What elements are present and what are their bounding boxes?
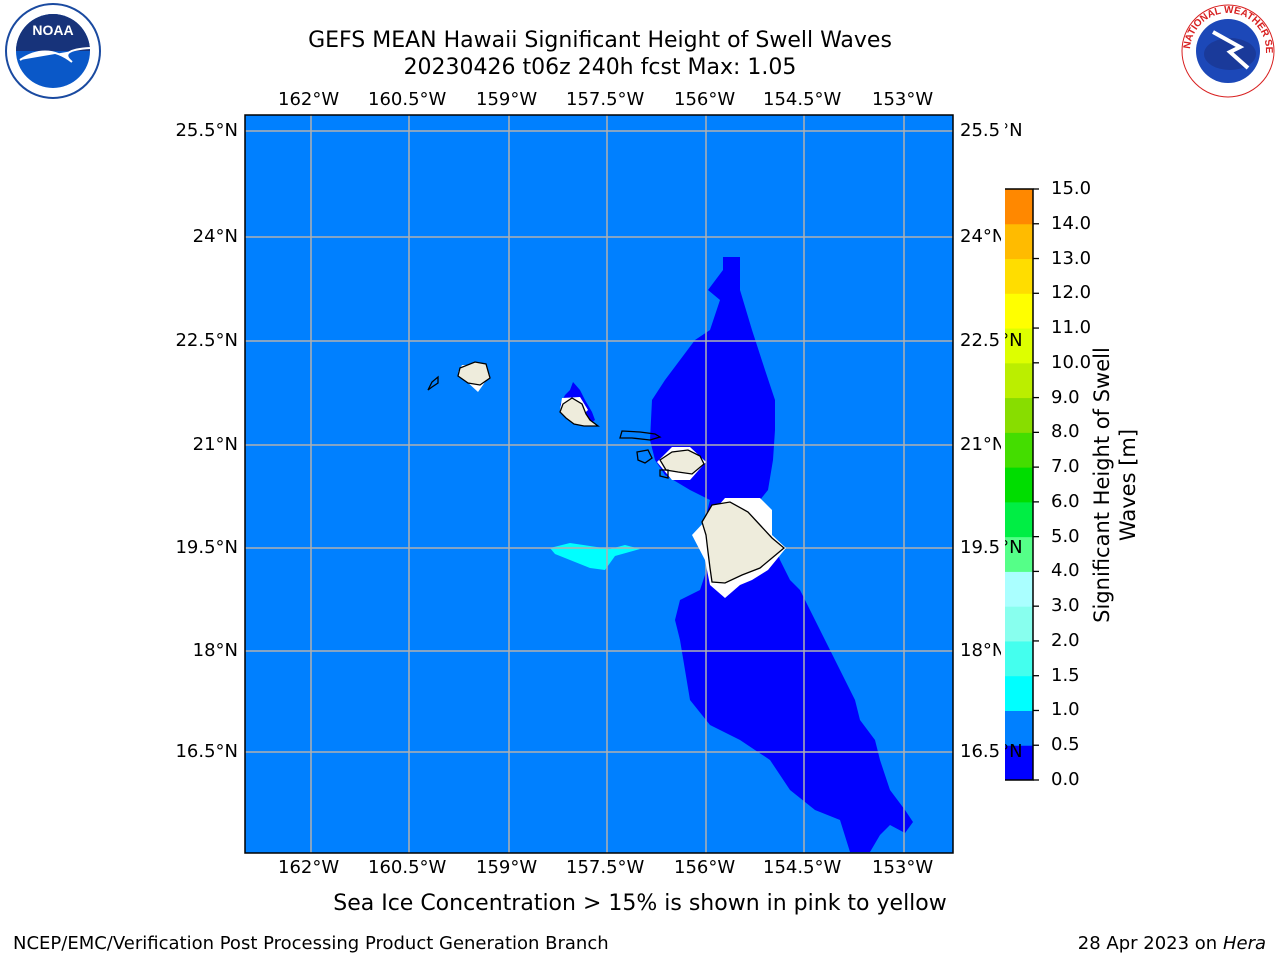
island-maui	[659, 449, 705, 475]
colorbar-tick-label: 0.5	[1051, 734, 1080, 756]
footer-date-text: 28 Apr 2023 on	[1077, 933, 1223, 954]
colorbar-tick-label: 10.0	[1051, 351, 1092, 373]
colorbar-segment	[1003, 606, 1033, 642]
island-molokai	[619, 430, 662, 441]
island-oahu	[559, 397, 600, 427]
lat-label-right: 18°N	[960, 640, 1006, 661]
lat-label-left: 21°N	[192, 434, 238, 455]
colorbar-segment	[1003, 223, 1033, 260]
islands	[427, 361, 786, 584]
colorbar-tick-label: 13.0	[1051, 247, 1092, 269]
colorbar-tick-label: 14.0	[1051, 212, 1092, 234]
lon-label-bottom: 156°W	[674, 857, 736, 878]
nws-logo-icon: NATIONAL WEATHER SERVICE	[1178, 2, 1275, 98]
island-niihau	[427, 375, 439, 391]
swell-region-low	[650, 257, 913, 852]
footer-host: Hera	[1222, 933, 1266, 954]
colorbar-segment	[1003, 258, 1033, 294]
colorbar-label: Significant Height of Swell Waves [m]	[1090, 347, 1140, 623]
lon-label-bottom: 159°W	[476, 857, 538, 878]
map-frame	[244, 114, 954, 854]
colorbar-segment	[1003, 640, 1033, 677]
colorbar-segment	[1003, 501, 1033, 538]
footer-date: 28 Apr 2023 on Hera	[1078, 933, 1266, 954]
lat-label-right: 19.5°N	[960, 537, 1023, 558]
lon-label-top: 160.5°W	[368, 89, 447, 110]
colorbar-tick-label: 15.0	[1051, 178, 1092, 199]
lat-label-left: 24°N	[192, 226, 238, 247]
colorbar-segment	[1003, 397, 1033, 433]
swell-region-cyan	[550, 543, 640, 570]
colorbar-tick-label: 11.0	[1051, 317, 1092, 339]
lon-label-bottom: 153°W	[872, 857, 934, 878]
colorbar-tick-label: 0.0	[1051, 769, 1080, 790]
colorbar	[1003, 188, 1039, 781]
lat-label-left: 19.5°N	[175, 537, 238, 558]
lat-label-left: 22.5°N	[175, 330, 238, 351]
island-kahoolawe	[659, 469, 669, 479]
island-lanai	[636, 449, 653, 464]
colorbar-tick-label: 8.0	[1051, 421, 1080, 443]
lat-label-right: 21°N	[960, 434, 1006, 455]
colorbar-segment	[1003, 467, 1033, 503]
colorbar-segment	[1003, 710, 1033, 746]
noaa-logo-icon: NOAA	[5, 3, 101, 99]
colorbar-segment	[1003, 328, 1033, 364]
lat-label-left: 25.5°N	[175, 120, 238, 141]
chart-title: GEFS MEAN Hawaii Significant Height of S…	[308, 28, 892, 53]
map-gridlines	[245, 115, 953, 853]
chart-subtitle: 20230426 t06z 240h fcst Max: 1.05	[403, 55, 797, 80]
lon-label-bottom: 162°W	[278, 857, 340, 878]
colorbar-segment	[1003, 432, 1033, 468]
colorbar-tick-label: 12.0	[1051, 282, 1092, 304]
lon-label-bottom: 160.5°W	[368, 857, 447, 878]
lat-label-left: 18°N	[192, 640, 238, 661]
colorbar-tick-label: 2.0	[1051, 629, 1080, 651]
colorbar-segment	[1003, 675, 1033, 711]
colorbar-segment	[1003, 189, 1033, 225]
colorbar-tick-label: 4.0	[1051, 560, 1080, 582]
svg-text:NOAA: NOAA	[32, 22, 73, 38]
colorbar-gutter	[1001, 115, 1005, 815]
lat-label-right: 22.5°N	[960, 330, 1023, 351]
colorbar-segment	[1003, 293, 1033, 329]
lat-label-right: 24°N	[960, 226, 1006, 247]
colorbar-segment	[1003, 745, 1033, 781]
lat-label-left: 16.5°N	[175, 741, 238, 762]
colorbar-tick-label: 7.0	[1051, 456, 1080, 478]
footer-branch: NCEP/EMC/Verification Post Processing Pr…	[13, 933, 609, 954]
colorbar-tick-label: 6.0	[1051, 490, 1080, 512]
colorbar-segment	[1003, 362, 1033, 399]
lon-label-bottom: 157.5°W	[566, 857, 645, 878]
lon-label-bottom: 154.5°W	[763, 857, 842, 878]
lat-label-right: 25.5°N	[960, 120, 1023, 141]
colorbar-tick-label: 3.0	[1051, 595, 1080, 617]
lon-label-top: 153°W	[872, 89, 934, 110]
lat-label-right: 16.5°N	[960, 741, 1023, 762]
colorbar-tick-label: 1.0	[1051, 699, 1080, 721]
colorbar-segment	[1003, 571, 1033, 607]
lon-label-top: 156°W	[674, 89, 736, 110]
lon-label-top: 162°W	[278, 89, 340, 110]
colorbar-segment	[1003, 536, 1033, 572]
colorbar-tick-label: 5.0	[1051, 525, 1080, 547]
lon-label-top: 154.5°W	[763, 89, 842, 110]
lon-label-top: 157.5°W	[566, 89, 645, 110]
colorbar-tick-label: 9.0	[1051, 386, 1080, 408]
island-hawaii	[701, 501, 786, 584]
island-kauai	[457, 361, 491, 386]
colorbar-tick-label: 1.5	[1051, 664, 1080, 686]
lon-label-top: 159°W	[476, 89, 538, 110]
sea-ice-caption: Sea Ice Concentration > 15% is shown in …	[333, 891, 947, 916]
